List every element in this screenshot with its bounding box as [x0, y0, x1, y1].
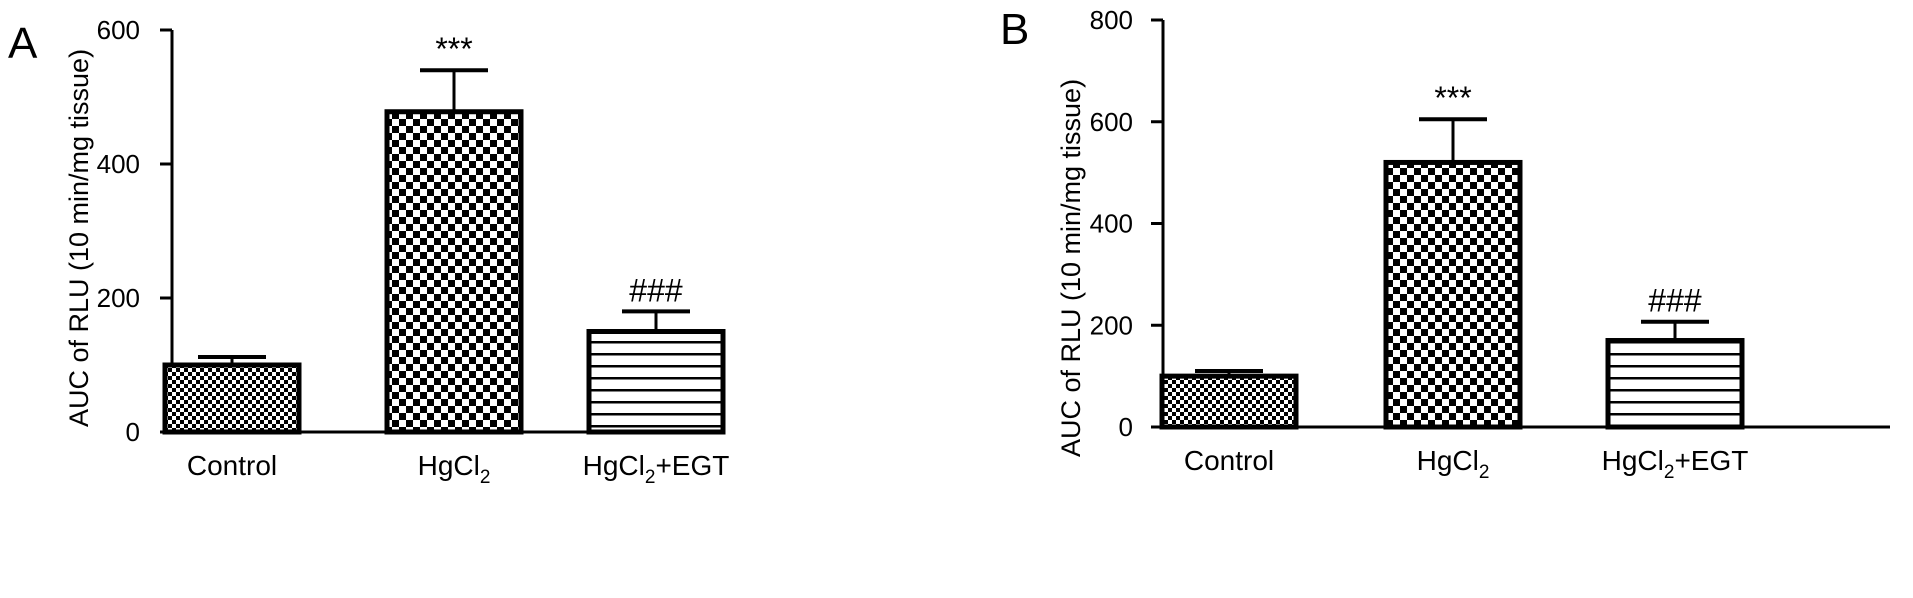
panel-a-significance-label: ***	[435, 31, 472, 67]
panel-a-bar	[384, 109, 524, 435]
panel-a-y-tick-label: 0	[126, 417, 140, 447]
panel-b-y-tick-label: 400	[1090, 209, 1133, 239]
panel-a-y-axis-title: AUC of RLU (10 min/mg tissue)	[64, 49, 94, 427]
panel-a-category-label: HgCl2	[418, 450, 491, 488]
panel-b-y-tick-label: 600	[1090, 107, 1133, 137]
panel-b-category-label: HgCl2+EGT	[1602, 445, 1749, 483]
panel-b-category-label: Control	[1184, 445, 1274, 476]
panel-b-significance-label: ***	[1434, 80, 1471, 116]
panel-a-significance-label: ###	[629, 272, 683, 308]
panel-b-plot-area: 0 200 400 600 800 Control *** HgCl2 ### HgCl2+EGT	[1090, 5, 1890, 483]
panel-a-category-label: Control	[187, 450, 277, 481]
panel-b: B AUC of RLU (10 min/mg tissue) 0 200 400 6…	[1000, 5, 1890, 483]
panel-a-letter: A	[8, 19, 38, 68]
panel-b-bar	[1159, 373, 1299, 430]
panel-a: A AUC of RLU (10 min/mg tissue) 0 200 400 6…	[8, 15, 729, 488]
panel-b-y-tick-label: 800	[1090, 5, 1133, 35]
panel-b-y-tick-label: 0	[1119, 412, 1133, 442]
panel-a-bar	[586, 329, 726, 435]
panel-a-y-tick-label: 400	[97, 149, 140, 179]
panel-b-category-label: HgCl2	[1417, 445, 1490, 483]
panel-b-bar	[1383, 159, 1523, 430]
panel-b-y-axis-title: AUC of RLU (10 min/mg tissue)	[1056, 79, 1086, 457]
panel-b-significance-label: ###	[1648, 283, 1702, 319]
panel-b-bar	[1605, 338, 1745, 430]
panel-a-y-tick-label: 200	[97, 283, 140, 313]
panel-a-y-tick-label: 600	[97, 15, 140, 45]
panel-a-category-label: HgCl2+EGT	[583, 450, 730, 488]
panel-a-plot-area: 0 200 400 600 Control *** HgCl2 ### HgCl2+EGT	[97, 15, 730, 488]
panel-b-letter: B	[1000, 5, 1029, 54]
panel-b-y-tick-label: 200	[1090, 310, 1133, 340]
panel-a-bar	[162, 362, 302, 435]
